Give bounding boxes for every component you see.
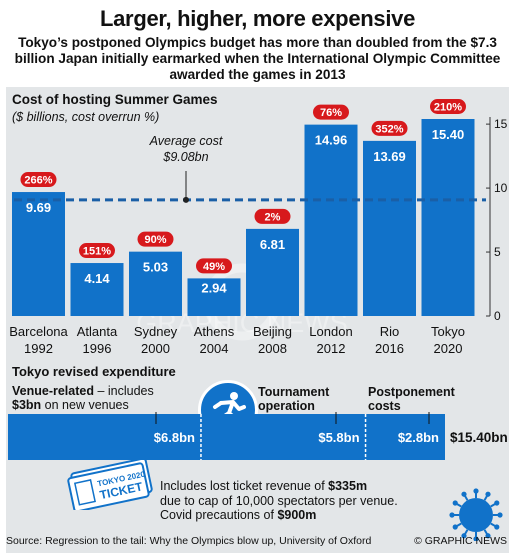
bar-value-label-1: 4.14	[84, 271, 110, 286]
category-city-5: London	[309, 324, 352, 339]
overrun-label-7: 210%	[434, 102, 462, 114]
average-label-2: $9.08bn	[162, 150, 208, 164]
bar-5	[304, 124, 358, 316]
expenditure-title: Tokyo revised expenditure	[12, 364, 176, 379]
category-year-0: 1992	[24, 341, 53, 356]
source-note: Source: Regression to the tail: Why the …	[6, 535, 372, 547]
category-year-1: 1996	[83, 341, 112, 356]
chart-title: Cost of hosting Summer Games	[12, 92, 218, 107]
bar-3	[187, 278, 241, 316]
tournament-label-line1: Tournament	[258, 385, 330, 399]
category-year-4: 2008	[258, 341, 287, 356]
venue-label2-bold: $3bn	[12, 398, 42, 412]
bar-value-label-3: 2.94	[201, 280, 227, 295]
overrun-label-1: 151%	[83, 246, 111, 258]
y-tick-label-3: 15	[494, 117, 508, 131]
venue-label: Venue-related – includes $3bn on new ven…	[12, 384, 154, 412]
category-labels: Barcelona 1992 Atlanta 1996 Sydney 2000 Athens…	[9, 324, 465, 356]
overrun-badge-4	[254, 208, 291, 224]
overrun-label-5: 76%	[320, 107, 342, 119]
y-tick-label-2: 10	[494, 181, 508, 195]
average-pointer-dot	[183, 196, 189, 203]
venue-label-bold: Venue-related	[12, 384, 94, 398]
bar-value-label-0: 9.69	[26, 200, 51, 215]
category-year-7: 2020	[434, 341, 463, 356]
bar-6	[363, 140, 416, 316]
overrun-label-6: 352%	[375, 123, 403, 135]
category-city-3: Athens	[194, 324, 235, 339]
chart-panel: GRAPHIC NEWS Cost of hosting Summer Game…	[6, 87, 509, 553]
overrun-badge-2	[137, 231, 174, 247]
chart-subtitle: ($ billions, cost overrun %)	[12, 110, 159, 124]
bar-7	[421, 119, 475, 316]
category-year-6: 2016	[375, 341, 404, 356]
bar-value-label-2: 5.03	[143, 260, 168, 275]
overrun-label-3: 49%	[203, 261, 225, 273]
expenditure-segment-0	[8, 414, 201, 460]
bar-4	[246, 228, 299, 316]
postponement-label-line2: costs	[368, 399, 401, 413]
expenditure-segment-label-1: $5.8bn	[318, 430, 359, 445]
bar-value-label-5: 14.96	[315, 133, 348, 148]
note-line1-text: Includes lost ticket revenue of	[160, 479, 329, 493]
bar-2	[129, 251, 182, 316]
tournament-label-line2: operation	[258, 399, 315, 413]
expenditure-bar-svg: $6.8bn $5.8bn $2.8bn	[8, 412, 445, 460]
postponement-label: Postponement costs	[368, 385, 455, 413]
overrun-label-0: 266%	[24, 175, 52, 187]
overrun-badge-0	[20, 172, 57, 188]
bar-0	[12, 192, 65, 316]
category-city-2: Sydney	[134, 324, 178, 339]
expenditure-note: Includes lost ticket revenue of $335m du…	[160, 479, 398, 523]
y-axis: 0 5 10 15	[486, 117, 508, 323]
expenditure-segment-1	[200, 414, 366, 460]
postponement-label-line1: Postponement	[368, 385, 455, 399]
overrun-label-2: 90%	[144, 234, 166, 246]
ticket-icon: TOKYO 2020 TICKET	[64, 457, 156, 513]
venue-label2-rest: on new venues	[41, 398, 129, 412]
bar-1	[70, 263, 124, 316]
headline: Larger, higher, more expensive	[99, 6, 416, 31]
y-tick-label-0: 0	[494, 309, 501, 323]
note-line3-text: Covid precautions of	[160, 508, 278, 522]
bars-group: 9.69 266% 4.14 151% 5.03 90% 2.94 49% 6.81 2% 14.9…	[12, 99, 475, 316]
category-year-3: 2004	[200, 341, 229, 356]
note-line3-value: $900m	[277, 508, 317, 522]
overrun-badge-7	[430, 99, 466, 114]
y-tick-label-1: 5	[494, 245, 501, 259]
expenditure-segment-label-2: $2.8bn	[398, 430, 439, 445]
overrun-badge-1	[79, 243, 115, 259]
virus-icon	[446, 485, 506, 542]
expenditure-segment-label-0: $6.8bn	[154, 430, 195, 445]
category-year-5: 2012	[317, 341, 346, 356]
category-city-6: Rio	[380, 324, 400, 339]
overrun-badge-3	[196, 258, 232, 274]
category-city-7: Tokyo	[431, 324, 465, 339]
bar-value-label-7: 15.40	[432, 127, 465, 142]
bar-value-label-4: 6.81	[260, 237, 285, 252]
overrun-badge-5	[313, 104, 349, 120]
note-line2: due to cap of 10,000 spectators per venu…	[160, 493, 398, 508]
note-line1-value: $335m	[328, 479, 368, 493]
overrun-badge-6	[371, 120, 408, 136]
overrun-label-4: 2%	[265, 211, 281, 223]
average-label-1: Average cost	[149, 134, 223, 148]
chart-svg: GRAPHIC NEWS Cost of hosting Summer Game…	[9, 92, 508, 356]
tournament-label: Tournament operation	[258, 385, 329, 413]
expenditure-total: $15.40bn	[450, 430, 508, 445]
average-line-group: Average cost $9.08bn	[14, 134, 486, 203]
subhead: Tokyo’s postponed Olympics budget has mo…	[14, 35, 501, 82]
category-city-0: Barcelona	[9, 324, 68, 339]
venue-label-rest: – includes	[93, 384, 154, 398]
expenditure-segment-2	[365, 414, 445, 460]
category-year-2: 2000	[141, 341, 170, 356]
category-city-4: Beijing	[253, 324, 292, 339]
bar-value-label-6: 13.69	[373, 149, 406, 164]
category-city-1: Atlanta	[77, 324, 118, 339]
credit: © GRAPHIC NEWS	[414, 535, 507, 547]
